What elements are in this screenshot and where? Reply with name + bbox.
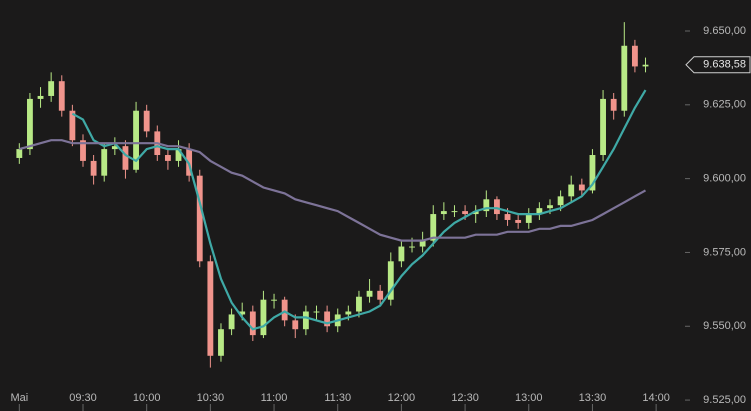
candle-body xyxy=(90,160,97,176)
candle-body xyxy=(80,140,86,161)
candle-body xyxy=(122,146,129,170)
candle-body xyxy=(260,299,267,336)
y-tick-label: 9.650,00 xyxy=(703,25,746,37)
candle-body xyxy=(143,110,150,132)
x-tick-label: 13:00 xyxy=(515,392,543,404)
y-tick-label: 9.575,00 xyxy=(703,246,746,258)
y-tick-label: 9.625,00 xyxy=(703,99,746,111)
candle-body xyxy=(568,184,575,197)
candle-body xyxy=(249,311,256,336)
x-tick-label: 11:00 xyxy=(261,392,288,404)
candle-body xyxy=(69,110,76,141)
candle-body xyxy=(504,214,511,220)
candle-body xyxy=(271,299,277,301)
candle-body xyxy=(494,199,500,215)
moving-average-line xyxy=(19,139,647,242)
x-tick-label: 12:00 xyxy=(388,392,416,404)
last-price-label: 9.638,58 xyxy=(703,59,746,71)
x-tick-label: 13:30 xyxy=(579,392,607,404)
y-tick-label: 9.550,00 xyxy=(703,320,746,332)
candle-body xyxy=(631,45,638,67)
x-tick-label: 10:00 xyxy=(133,392,161,404)
x-tick-label: 11:30 xyxy=(324,392,351,404)
candle-body xyxy=(483,199,490,212)
x-tick-label: 14:00 xyxy=(642,392,670,404)
candle-body xyxy=(313,311,320,313)
x-tick-label: Mai xyxy=(10,392,28,404)
candle-body xyxy=(101,149,108,176)
candle-body xyxy=(324,311,331,327)
candle-body xyxy=(239,311,246,315)
candle-body xyxy=(207,261,214,356)
candle-body xyxy=(472,211,479,215)
candle-body xyxy=(133,110,139,170)
candle-body xyxy=(175,149,182,161)
candle-body xyxy=(218,329,224,356)
candle-body xyxy=(398,246,405,262)
x-tick-label: 12:30 xyxy=(451,392,479,404)
candle-body xyxy=(228,314,235,330)
candle-body xyxy=(366,290,373,297)
candle-body xyxy=(356,296,362,312)
candle-body xyxy=(58,81,65,111)
candle-body xyxy=(589,155,596,191)
candle-body xyxy=(27,98,33,150)
candle-body xyxy=(610,98,617,111)
candle-body xyxy=(302,311,309,330)
moving-average-line xyxy=(71,89,647,331)
candle-body xyxy=(419,240,426,247)
candle-body xyxy=(547,205,553,209)
candle-body xyxy=(557,196,564,206)
candle-body xyxy=(578,184,585,191)
candle-body xyxy=(536,208,543,215)
candle-body xyxy=(16,149,23,158)
candle-body xyxy=(111,146,118,150)
candle-body xyxy=(196,175,203,262)
candle-body xyxy=(600,98,606,156)
candle-body xyxy=(451,211,458,213)
y-tick-label: 9.525,00 xyxy=(703,394,746,406)
candle-body xyxy=(525,214,532,223)
candle-body xyxy=(440,211,447,215)
candle-body xyxy=(281,299,288,321)
candle-body xyxy=(430,214,437,241)
candle-body xyxy=(377,290,384,300)
x-tick-label: 10:30 xyxy=(197,392,225,404)
candle-body xyxy=(345,311,352,315)
last-price-tag xyxy=(685,56,751,74)
candle-body xyxy=(515,219,522,223)
candle-body xyxy=(409,246,415,248)
candle-body xyxy=(642,64,649,67)
candle-body xyxy=(164,155,171,161)
candle-body xyxy=(621,45,628,111)
candle-body xyxy=(292,320,299,330)
candle-body xyxy=(48,81,55,96)
y-tick-label: 9.600,00 xyxy=(703,173,746,185)
candle-body xyxy=(37,95,44,99)
candle-body xyxy=(387,261,394,300)
x-tick-label: 09:30 xyxy=(69,392,97,404)
candle-body xyxy=(462,211,469,215)
